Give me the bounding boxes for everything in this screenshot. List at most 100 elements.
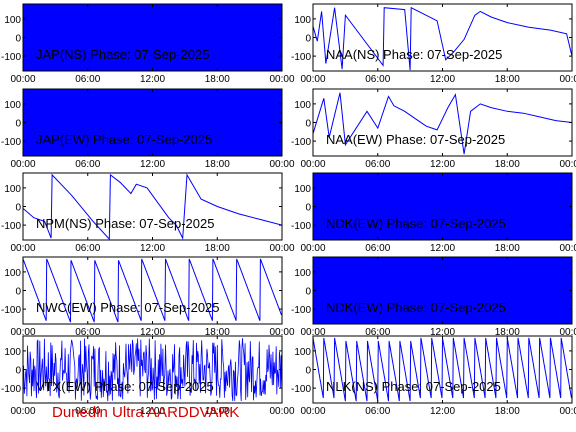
x-tick-label: 12:00 (140, 159, 165, 170)
x-tick-label: 06:00 (75, 406, 100, 417)
x-tick-label: 00:00 (10, 327, 35, 338)
phase-trace-fill (23, 4, 282, 71)
phase-panel: 100 0 -100 00:00 06:00 12:00 18:00 00:00 VTX(EW)… (1, 335, 295, 417)
x-tick-label: 18:00 (495, 327, 520, 338)
x-tick-label: 00:00 (300, 327, 325, 338)
y-tick-label: 0 (305, 34, 311, 45)
phase-panel: 100 0 -100 00:00 06:00 12:00 18:00 00:00 JAP(EW)… (1, 88, 295, 170)
x-tick-label: 00:00 (559, 243, 576, 254)
x-tick-label: 18:00 (495, 243, 520, 254)
y-tick-label: -100 (1, 221, 21, 232)
x-tick-label: 06:00 (365, 327, 390, 338)
x-tick-label: 00:00 (559, 327, 576, 338)
x-tick-label: 00:00 (269, 406, 294, 417)
panel-title: VTX(EW) Phase: 07-Sep-2025 (36, 379, 214, 394)
y-tick-label: 0 (15, 203, 21, 214)
x-tick-label: 18:00 (205, 74, 230, 85)
phase-panel: 100 0 -100 00:00 06:00 12:00 18:00 00:00 NPM(NS)… (1, 172, 295, 254)
y-tick-label: 100 (294, 15, 311, 26)
x-tick-label: 00:00 (559, 406, 576, 417)
y-tick-label: -100 (291, 52, 311, 63)
y-tick-label: -100 (291, 137, 311, 148)
y-tick-label: -100 (1, 384, 21, 395)
y-tick-label: 100 (4, 184, 21, 195)
y-tick-label: -100 (291, 305, 311, 316)
x-tick-label: 12:00 (140, 243, 165, 254)
x-tick-label: 12:00 (430, 243, 455, 254)
x-tick-label: 00:00 (559, 159, 576, 170)
y-tick-label: -100 (1, 137, 21, 148)
x-tick-label: 00:00 (300, 243, 325, 254)
phase-trace-fill (313, 173, 572, 240)
phase-panel: 100 0 -100 00:00 06:00 12:00 18:00 00:00 NWC(EW)… (1, 256, 295, 338)
y-tick-label: 0 (305, 119, 311, 130)
y-tick-label: 100 (294, 184, 311, 195)
x-tick-label: 06:00 (365, 159, 390, 170)
x-tick-label: 00:00 (10, 243, 35, 254)
y-tick-label: -100 (1, 305, 21, 316)
y-tick-label: 100 (4, 347, 21, 358)
x-tick-label: 12:00 (140, 327, 165, 338)
x-tick-label: 12:00 (430, 327, 455, 338)
y-tick-label: 0 (15, 119, 21, 130)
panel-title: NDK(EW) Phase: 07-Sep-2025 (326, 300, 506, 315)
x-tick-label: 06:00 (365, 243, 390, 254)
x-tick-label: 06:00 (365, 74, 390, 85)
x-tick-label: 06:00 (75, 74, 100, 85)
x-tick-label: 00:00 (269, 159, 294, 170)
y-tick-label: 0 (15, 287, 21, 298)
phase-trace (23, 338, 282, 402)
x-tick-label: 12:00 (430, 406, 455, 417)
x-tick-label: 18:00 (205, 243, 230, 254)
phase-trace-fill (313, 257, 572, 324)
x-tick-label: 00:00 (300, 159, 325, 170)
x-tick-label: 00:00 (269, 74, 294, 85)
y-tick-label: 100 (4, 100, 21, 111)
panel-title: NAA(NS) Phase: 07-Sep-2025 (326, 47, 502, 62)
phase-trace (23, 173, 282, 240)
phase-panel: 100 0 -100 00:00 06:00 12:00 18:00 00:00 JAP(NS)… (1, 3, 295, 85)
panel-title: JAP(EW) Phase: 07-Sep-2025 (36, 132, 212, 147)
panel-title: NLK(NS) Phase: 07-Sep-2025 (326, 379, 501, 394)
y-tick-label: 100 (4, 268, 21, 279)
y-tick-label: 0 (15, 34, 21, 45)
phase-panel: 100 0 -100 00:00 06:00 12:00 18:00 00:00 NDK(EW)… (291, 256, 576, 338)
x-tick-label: 12:00 (140, 74, 165, 85)
y-tick-label: 100 (294, 100, 311, 111)
x-tick-label: 00:00 (269, 327, 294, 338)
x-tick-label: 06:00 (365, 406, 390, 417)
x-tick-label: 12:00 (140, 406, 165, 417)
x-tick-label: 18:00 (495, 406, 520, 417)
phase-panel: 100 0 -100 00:00 06:00 12:00 18:00 00:00 NAA(NS)… (291, 3, 576, 85)
y-tick-label: 0 (305, 287, 311, 298)
x-tick-label: 00:00 (10, 406, 35, 417)
y-tick-label: -100 (291, 221, 311, 232)
phase-panel: 100 0 -100 00:00 06:00 12:00 18:00 00:00 NAA(EW)… (291, 88, 576, 170)
panel-title: NPM(NS) Phase: 07-Sep-2025 (36, 216, 214, 231)
panel-title: NDK(EW) Phase: 07-Sep-2025 (326, 216, 506, 231)
x-tick-label: 00:00 (10, 74, 35, 85)
x-tick-label: 00:00 (300, 406, 325, 417)
x-tick-label: 12:00 (430, 74, 455, 85)
y-tick-label: 100 (294, 347, 311, 358)
y-tick-label: 0 (305, 366, 311, 377)
x-tick-label: 18:00 (205, 406, 230, 417)
x-tick-label: 12:00 (430, 159, 455, 170)
x-tick-label: 06:00 (75, 327, 100, 338)
y-tick-label: 100 (294, 268, 311, 279)
panel-title: JAP(NS) Phase: 07-Sep-2025 (36, 47, 209, 62)
panel-title: NAA(EW) Phase: 07-Sep-2025 (326, 132, 505, 147)
phase-trace-fill (23, 89, 282, 156)
x-tick-label: 06:00 (75, 159, 100, 170)
x-tick-label: 18:00 (205, 159, 230, 170)
phase-trace (23, 258, 282, 323)
x-tick-label: 00:00 (300, 74, 325, 85)
y-tick-label: -100 (1, 52, 21, 63)
phase-trace (313, 92, 572, 155)
x-tick-label: 06:00 (75, 243, 100, 254)
phase-trace (313, 337, 572, 402)
footer-label: Dunedin Ultra AARDDVARK (52, 404, 240, 421)
x-tick-label: 00:00 (10, 159, 35, 170)
x-tick-label: 18:00 (495, 159, 520, 170)
phase-panel: 100 0 -100 00:00 06:00 12:00 18:00 00:00 NLK(NS)… (291, 335, 576, 417)
